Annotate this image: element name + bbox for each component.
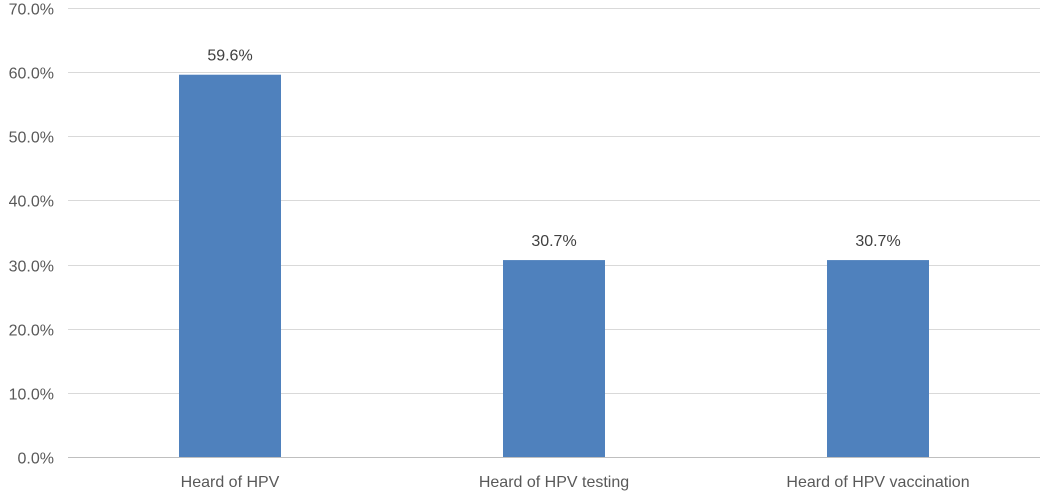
x-axis-category-labels: Heard of HPV Heard of HPV testing Heard of… — [181, 474, 970, 491]
bar — [179, 74, 281, 458]
bar — [827, 260, 929, 457]
bar — [503, 260, 605, 457]
bars — [179, 74, 929, 458]
y-tick-label: 50.0% — [9, 130, 54, 147]
category-label: Heard of HPV vaccination — [786, 474, 969, 491]
category-label: Heard of HPV — [181, 474, 280, 491]
y-tick-label: 10.0% — [9, 387, 54, 404]
data-label: 30.7% — [531, 233, 576, 250]
y-tick-label: 0.0% — [18, 451, 54, 468]
y-tick-label: 30.0% — [9, 259, 54, 276]
y-tick-label: 70.0% — [9, 2, 54, 19]
y-tick-label: 20.0% — [9, 323, 54, 340]
data-label: 30.7% — [855, 233, 900, 250]
data-labels: 59.6% 30.7% 30.7% — [207, 48, 900, 250]
y-tick-label: 60.0% — [9, 66, 54, 83]
y-axis-tick-labels: 0.0% 10.0% 20.0% 30.0% 40.0% 50.0% 60.0% 70.0% — [9, 2, 54, 468]
data-label: 59.6% — [207, 48, 252, 65]
y-tick-label: 40.0% — [9, 194, 54, 211]
category-label: Heard of HPV testing — [479, 474, 629, 491]
